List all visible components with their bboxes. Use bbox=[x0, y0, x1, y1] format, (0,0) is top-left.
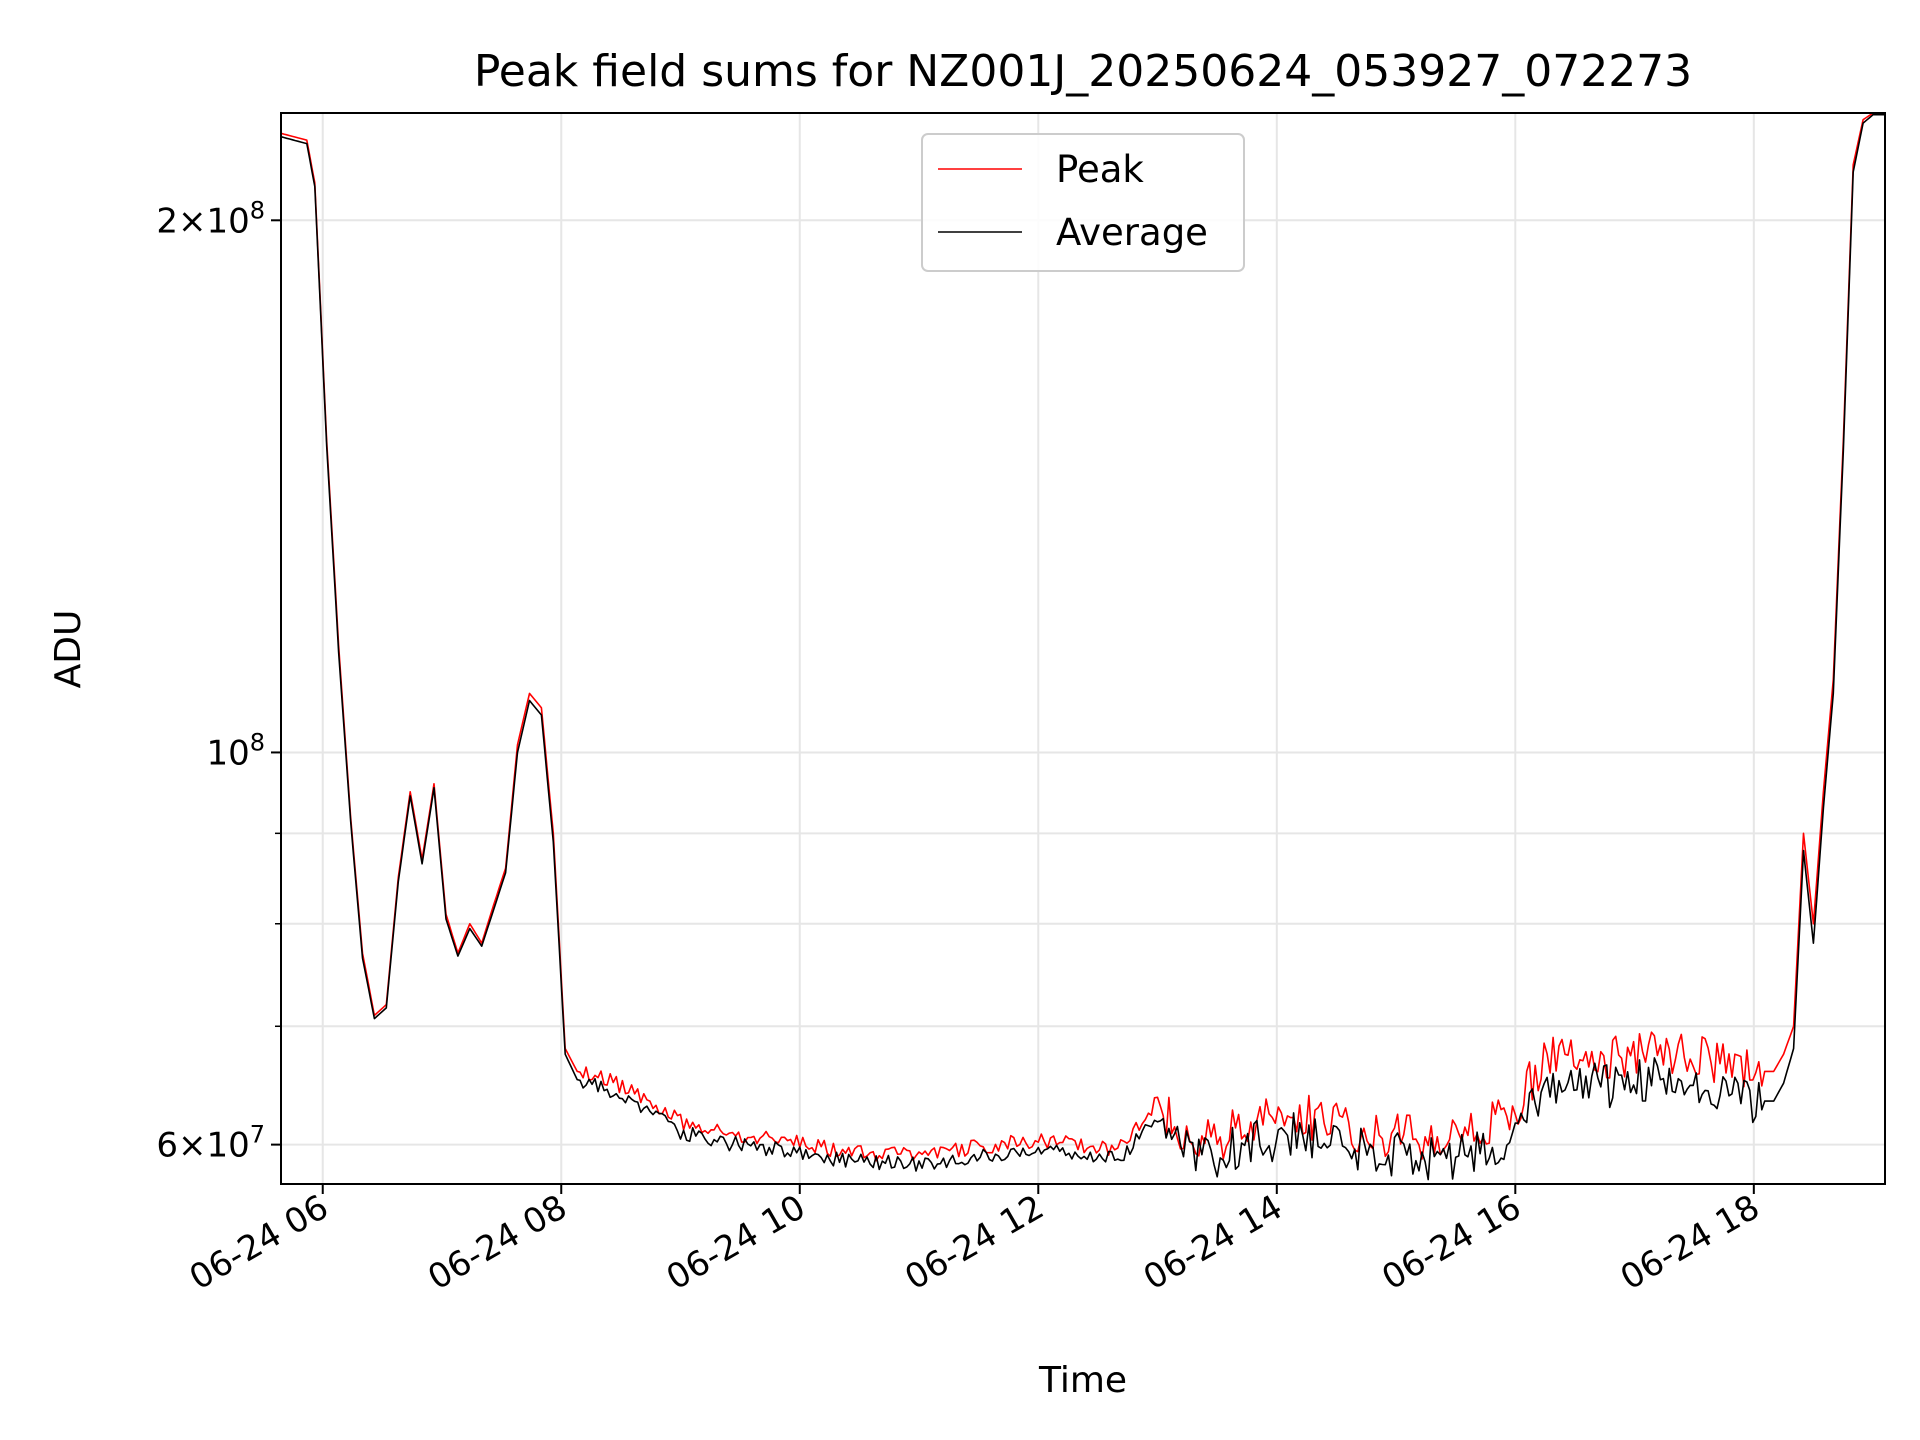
y-tick-label: 108 bbox=[206, 728, 265, 773]
y-tick-exponent: 8 bbox=[250, 196, 265, 224]
y-tick-base: 2 bbox=[156, 201, 178, 241]
x-axis-title: Time bbox=[1038, 1360, 1127, 1401]
legend-label-peak: Peak bbox=[1056, 148, 1144, 191]
y-tick-ten: 10 bbox=[206, 733, 249, 773]
plot-frame bbox=[280, 112, 1886, 1185]
series-line-average bbox=[280, 113, 1885, 1181]
legend-label-average: Average bbox=[1056, 211, 1208, 254]
y-tick-exponent: 7 bbox=[250, 1121, 265, 1149]
y-axis-title: ADU bbox=[48, 610, 89, 689]
y-tick-times: ×10 bbox=[178, 1126, 250, 1166]
y-tick-label: 6×107 bbox=[156, 1121, 265, 1166]
legend: Peak Average bbox=[921, 133, 1245, 272]
chart-title: Peak field sums for NZ001J_20250624_0539… bbox=[474, 46, 1692, 97]
y-tick-label: 2×108 bbox=[156, 196, 265, 241]
series-lines bbox=[280, 112, 1885, 1181]
series-line-peak bbox=[280, 112, 1885, 1162]
y-tick-times: ×10 bbox=[178, 201, 250, 241]
y-tick-exponent: 8 bbox=[250, 728, 265, 756]
y-tick-base: 6 bbox=[156, 1126, 178, 1166]
